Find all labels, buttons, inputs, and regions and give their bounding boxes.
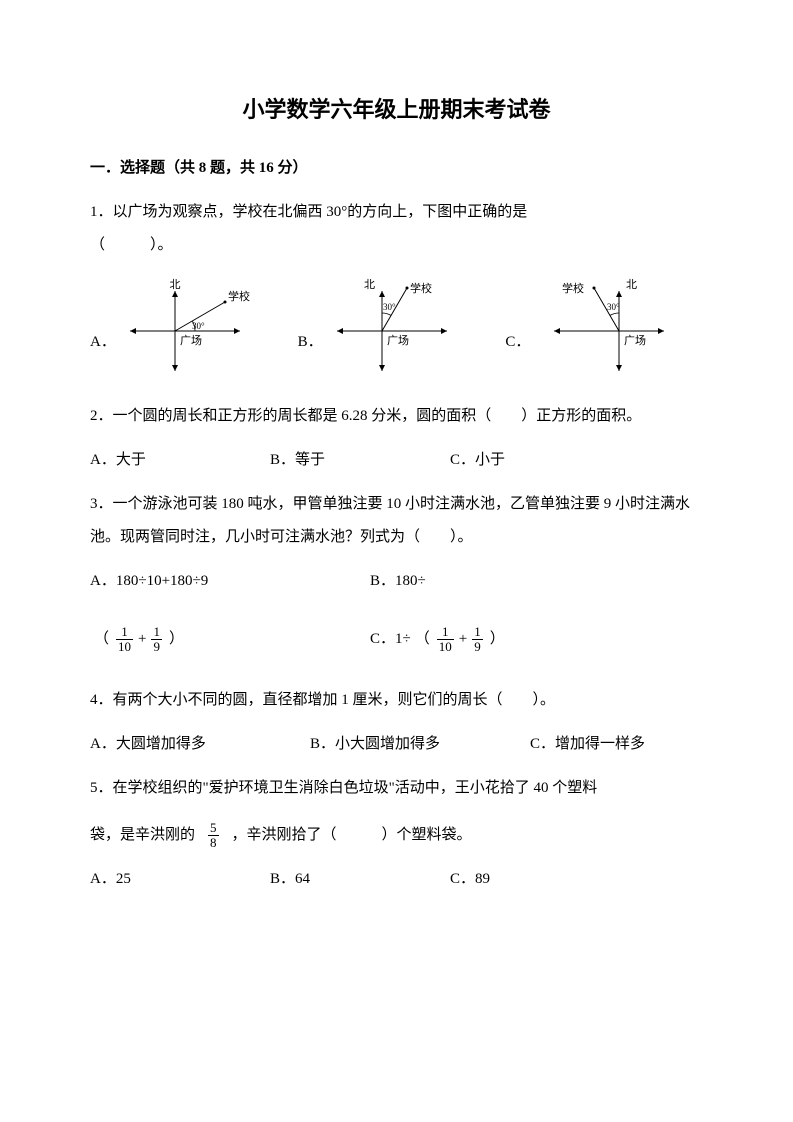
q4-options: A．大圆增加得多 B．小大圆增加得多 C．增加得一样多 [90,731,703,758]
q3-opt-b-prefix: B．180÷ [370,568,703,595]
compass-diagram-b: 北 学校 广场 30° [327,276,467,376]
q1-text: 1．以广场为观察点，学校在北偏西 30°的方向上，下图中正确的是 [90,196,703,229]
svg-text:30°: 30° [192,321,205,331]
q3-text: 3．一个游泳池可装 180 吨水，甲管单独注要 10 小时注满水池，乙管单独注要… [90,496,690,545]
fraction-icon: 1 10 [437,625,454,655]
q5-options: A．25 B．64 C．89 [90,866,703,893]
q2-options: A．大于 B．等于 C．小于 [90,447,703,474]
q5-after: ，辛洪刚拾了（ ）个塑料袋。 [232,819,472,852]
q3-options-row2: （ 1 10 + 1 9 ） C．1÷ （ 1 10 + 1 9 [90,625,703,655]
q5-opt-a: A．25 [90,866,270,893]
question-2: 2．一个圆的周长和正方形的周长都是 6.28 分米，圆的面积（ ）正方形的面积。 [90,400,703,433]
svg-text:30°: 30° [383,302,396,312]
q4-text: 4．有两个大小不同的圆，直径都增加 1 厘米，则它们的周长（ ）。 [90,692,555,708]
q1-label-c: C． [505,329,530,376]
svg-text:北: 北 [169,278,180,291]
q5-before: 袋，是辛洪刚的 [90,819,195,852]
q2-opt-c: C．小于 [450,447,630,474]
q3-options-row1: A．180÷10+180÷9 B．180÷ [90,568,703,595]
q2-opt-a: A．大于 [90,447,270,474]
fraction-icon: 1 10 [116,625,133,655]
svg-text:30°: 30° [607,302,620,312]
fraction-icon: 5 8 [208,821,219,851]
question-5-line1: 5．在学校组织的"爱护环境卫生消除白色垃圾"活动中，王小花拾了 40 个塑料 [90,772,703,805]
q3-opt-a: A．180÷10+180÷9 [90,568,370,595]
q5-opt-c: C．89 [450,866,630,893]
compass-diagram-a: 北 学校 广场 30° [120,276,260,376]
q4-opt-a: A．大圆增加得多 [90,731,310,758]
svg-text:广场: 广场 [624,333,646,347]
q5-text-1: 5．在学校组织的"爱护环境卫生消除白色垃圾"活动中，王小花拾了 40 个塑料 [90,780,597,796]
question-4: 4．有两个大小不同的圆，直径都增加 1 厘米，则它们的周长（ ）。 [90,684,703,717]
fraction-icon: 1 9 [151,625,162,655]
q1-diagrams: A． 北 学校 广场 30° B． [90,276,703,376]
q5-opt-b: B．64 [270,866,450,893]
fraction-icon: 1 9 [472,625,483,655]
q2-text: 2．一个圆的周长和正方形的周长都是 6.28 分米，圆的面积（ ）正方形的面积。 [90,408,641,424]
svg-text:学校: 学校 [228,289,250,303]
section-1-header: 一．选择题（共 8 题，共 16 分） [90,155,703,182]
svg-text:学校: 学校 [562,281,584,295]
svg-text:广场: 广场 [387,333,409,347]
q1-option-b: B． 北 学校 广场 30° [298,276,496,376]
q2-opt-b: B．等于 [270,447,450,474]
question-5-line2: 袋，是辛洪刚的 5 8 ，辛洪刚拾了（ ）个塑料袋。 [90,819,703,852]
svg-text:广场: 广场 [180,333,202,347]
svg-text:北: 北 [626,278,637,291]
q1-option-c: C． 北 学校 广场 30° [505,276,703,376]
question-3: 3．一个游泳池可装 180 吨水，甲管单独注要 10 小时注满水池，乙管单独注要… [90,488,703,554]
q1-blank: （ ）。 [90,237,173,253]
exam-title: 小学数学六年级上册期末考试卷 [90,90,703,130]
q1-label-a: A． [90,329,116,376]
q4-opt-b: B．小大圆增加得多 [310,731,530,758]
q3-opt-c: C．1÷ （ 1 10 + 1 9 ） [370,625,509,655]
svg-text:学校: 学校 [410,281,432,295]
q4-opt-c: C．增加得一样多 [530,731,645,758]
svg-text:北: 北 [364,278,375,291]
compass-diagram-c: 北 学校 广场 30° [534,276,674,376]
q1-option-a: A． 北 学校 广场 30° [90,276,288,376]
q3-opt-b-frac: （ 1 10 + 1 9 ） [90,625,370,655]
question-1: 1．以广场为观察点，学校在北偏西 30°的方向上，下图中正确的是 （ ）。 [90,196,703,262]
q1-label-b: B． [298,329,323,376]
